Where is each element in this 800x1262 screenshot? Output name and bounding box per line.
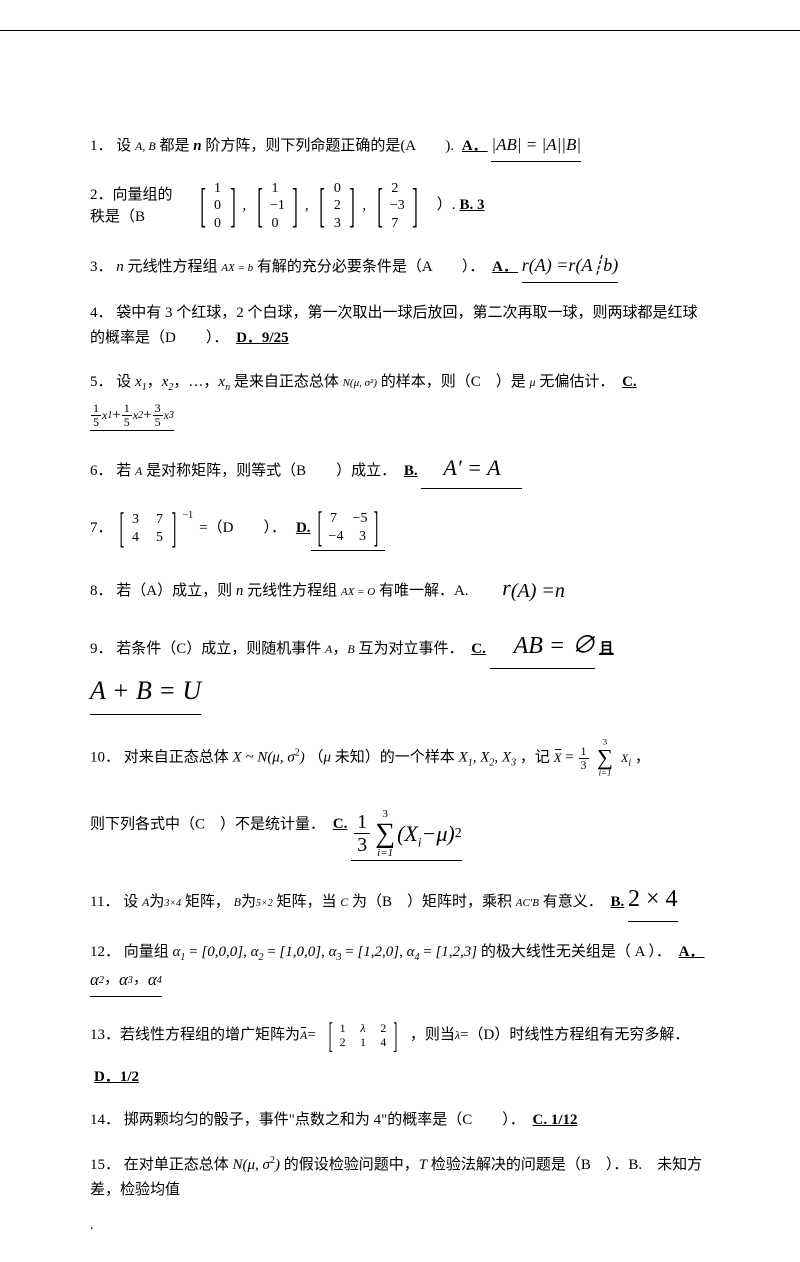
q5-t1: 设 <box>116 374 131 390</box>
q13-t2: ，则当 <box>410 1023 455 1049</box>
question-14: 14． 掷两颗均匀的骰子，事件"点数之和为 4"的概率是（C ）． C. 1/1… <box>90 1108 710 1134</box>
q11-answer: 2 × 4 <box>628 879 678 922</box>
q6-al: B. <box>404 463 418 479</box>
q4-text: 袋中有 3 个红球，2 个白球，第一次取出一球后放回，第二次再取一球，则两球都是… <box>90 305 698 347</box>
q9-num: 9． <box>90 641 113 657</box>
q12-al: A． <box>679 944 705 960</box>
q2-answer: B. 3 <box>459 193 484 219</box>
q13-num: 13． <box>90 1023 120 1049</box>
q8-t2: 有唯一解．A. <box>379 583 499 599</box>
q1-text1: 设 <box>116 138 131 154</box>
q6-t1: 若 <box>116 463 131 479</box>
q7-answer: [ 7−5−43 ] <box>311 507 386 551</box>
q11-t1: 设 <box>123 894 138 910</box>
q14-answer: C. 1/12 <box>533 1112 578 1128</box>
q1-num: 1． <box>90 138 113 154</box>
q15-t1: 在对单正态总体 <box>124 1157 233 1173</box>
question-1: 1． 设 A, B 都是 n 阶方阵，则下列命题正确的是(A ). A． |AB… <box>90 131 710 162</box>
question-6: 6． 若 A 是对称矩阵，则等式（B ）成立． B. A′ = A <box>90 449 710 488</box>
q10-l2: 则下列各式中（C ）不是统计量． <box>90 816 325 832</box>
q3-t1: 元线性方程组 <box>128 259 218 275</box>
q11-t3: 矩阵， <box>185 894 230 910</box>
question-11: 11． 设 A为3×4 矩阵， B为5×2 矩阵，当 C 为（B ）矩阵时，乘积… <box>90 879 710 922</box>
question-12: 12． 向量组 α1 = [0,0,0], α2 = [1,0,0], α3 =… <box>90 940 710 997</box>
question-4: 4． 袋中有 3 个红球，2 个白球，第一次取出一球后放回，第二次再取一球，则两… <box>90 301 710 352</box>
q13-t3: =（D）时线性方程组有无穷多解． <box>460 1023 689 1049</box>
q2-num: 2． <box>90 187 113 203</box>
q10-t2: （μ 未知）的一个样本 <box>309 750 455 766</box>
q2-t2: 秩是（B <box>90 206 173 229</box>
question-10: 10． 对来自正态总体 X ~ N(μ, σ2) （μ 未知）的一个样本 X1,… <box>90 733 710 861</box>
q11-num: 11． <box>90 894 119 910</box>
q11-al: B. <box>610 894 624 910</box>
page-content: 1． 设 A, B 都是 n 阶方阵，则下列命题正确的是(A ). A． |AB… <box>0 30 800 1262</box>
q4-answer: D．9/25 <box>236 330 289 346</box>
q12-answer: α2，α3，α4 <box>90 966 162 997</box>
question-13: 13． 若线性方程组的增广矩阵为 A = [ 1λ2214 ] ，则当 λ =（… <box>90 1015 710 1091</box>
q8-num: 8． <box>90 583 113 599</box>
q10-t4: ， <box>635 750 650 766</box>
q6-answer: A′ = A <box>421 449 522 488</box>
q9-t2: 互为对立事件． <box>358 641 463 657</box>
q5-t4: 无偏估计． <box>539 374 614 390</box>
question-8: 8． 若（A）成立，则 n 元线性方程组 AX = O 有唯一解．A. r(A)… <box>90 569 710 609</box>
q14-text: 掷两颗均匀的骰子，事件"点数之和为 4"的概率是（C ）． <box>124 1112 525 1128</box>
q10-num: 10． <box>90 750 120 766</box>
question-5: 5． 设 x1，x2，…，xn 是来自正态总体 N(μ, σ²) 的样本，则（C… <box>90 370 710 431</box>
q2-t1: 向量组的 <box>113 187 173 203</box>
q14-num: 14． <box>90 1112 120 1128</box>
q12-t2: 的极大线性无关组是（ A ）． <box>481 944 671 960</box>
q11-t2: 为 <box>149 894 164 910</box>
q7-lhs: [ 3745 ] <box>115 508 181 550</box>
q2-matrices: [100], [1−10], [023], [2−37] <box>193 180 425 233</box>
q11-t4: 为 <box>241 894 256 910</box>
q3-answer: r(A) = r(A┊b) <box>522 250 619 283</box>
q11-t5: 矩阵，当 <box>276 894 336 910</box>
q5-answer: 15x1 + 15x2 + 35x3 <box>90 402 174 431</box>
q1-answer-label: A． <box>462 138 488 154</box>
q10-t1: 对来自正态总体 <box>124 750 233 766</box>
q9-join: 且 <box>599 641 614 657</box>
q3-al: A． <box>492 259 518 275</box>
question-9: 9． 若条件（C）成立，则随机事件 A，B 互为对立事件． C. AB = ∅ … <box>90 626 710 715</box>
q1-ab: A, B <box>135 139 156 153</box>
q6-num: 6． <box>90 463 113 479</box>
q1-answer: |AB| = |A||B| <box>491 131 581 162</box>
q12-t1: 向量组 <box>124 944 169 960</box>
q13-t1: 若线性方程组的增广矩阵为 <box>120 1023 300 1049</box>
q5-al: C. <box>622 374 637 390</box>
question-3: 3． n 元线性方程组 AX = b 有解的充分必要条件是（A ）． A． r(… <box>90 250 710 283</box>
q5-num: 5． <box>90 374 113 390</box>
footer-dot: . <box>90 1214 94 1238</box>
q2-after: ）. <box>437 193 456 219</box>
q3-t2: 有解的充分必要条件是（A ）． <box>257 259 485 275</box>
q10-t3: ，记 <box>520 750 550 766</box>
q10-answer: 13 3∑i=1 (Xi − μ)2 <box>351 809 462 861</box>
q7-al: D. <box>296 516 311 542</box>
q13-answer: D．1/2 <box>94 1069 139 1085</box>
q13-matrix: [ 1λ2214 ] <box>325 1018 402 1054</box>
q7-num: 7． <box>90 516 113 542</box>
question-15: 15． 在对单正态总体 N(μ, σ2) 的假设检验问题中，T 检验法解决的问题… <box>90 1152 710 1204</box>
question-7: 7． [ 3745 ] −1 =（D ）． D. [ 7−5−43 ] <box>90 507 710 551</box>
q1-text2: 都是 n 阶方阵，则下列命题正确的是(A ). <box>159 138 457 154</box>
q5-t2: 是来自正态总体 <box>234 374 339 390</box>
q11-t6: 为（B ）矩阵时，乘积 <box>352 894 512 910</box>
q5-t3: 的样本，则（C ）是 <box>381 374 526 390</box>
q9-t1: 若条件（C）成立，则随机事件 <box>116 641 321 657</box>
q7-mid: =（D ）． <box>199 516 286 542</box>
q9-a1: AB = ∅ <box>490 626 596 669</box>
q15-num: 15． <box>90 1157 120 1173</box>
q12-num: 12． <box>90 944 120 960</box>
q6-t2: 是对称矩阵，则等式（B ）成立． <box>146 463 396 479</box>
q8-t1: 若（A）成立，则 n 元线性方程组 <box>116 583 337 599</box>
q11-t7: 有意义． <box>543 894 603 910</box>
question-2: 2．向量组的 秩是（B [100], [1−10], [023], [2−37]… <box>90 180 710 233</box>
q9-al: C. <box>471 641 486 657</box>
q9-a2: A + B = U <box>90 669 201 715</box>
q4-num: 4． <box>90 305 113 321</box>
q10-al: C. <box>333 816 348 832</box>
q8-answer: r <box>502 575 511 600</box>
q3-num: 3． <box>90 259 113 275</box>
